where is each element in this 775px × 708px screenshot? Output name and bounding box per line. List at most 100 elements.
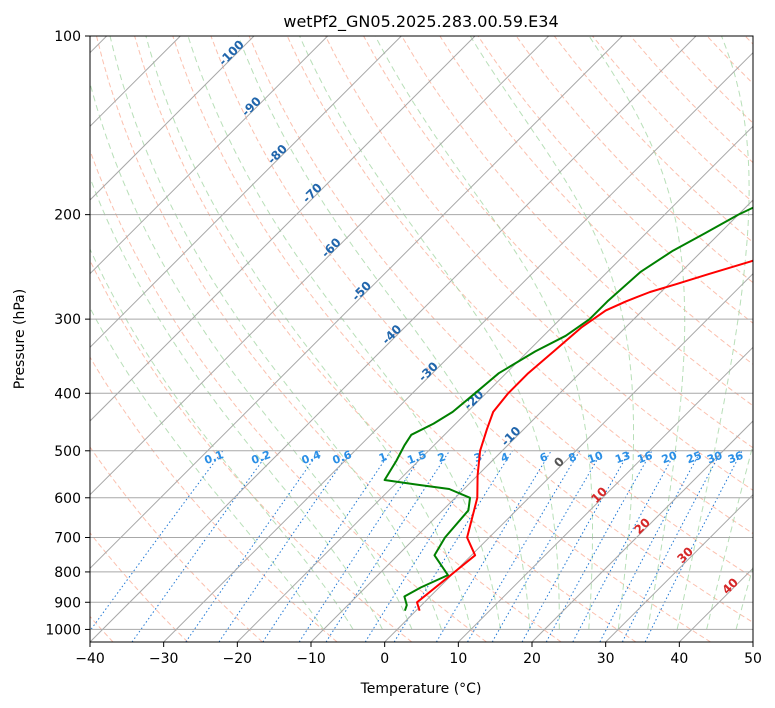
mixing-ratio-line	[262, 450, 392, 642]
isotherm-line	[90, 36, 329, 275]
moist-adiabat-line	[90, 247, 354, 630]
mixing-ratio-line	[90, 450, 224, 632]
dry-adiabat-line	[90, 532, 189, 642]
dry-adiabat-line	[248, 36, 753, 579]
dry-adiabat-line	[90, 356, 338, 642]
y-axis-label: Pressure (hPa)	[12, 289, 28, 389]
y-tick-label: 100	[54, 29, 81, 45]
mixing-ratio-label: 1	[377, 450, 389, 465]
mixing-ratio-label: 8	[567, 450, 579, 465]
y-tick-label: 200	[54, 208, 81, 224]
y-tick-label: 400	[54, 386, 81, 402]
y-tick-label: 600	[54, 491, 81, 507]
isotherm-line	[457, 346, 753, 642]
moist-adiabat-line	[706, 442, 753, 630]
mixing-ratio-line	[599, 450, 702, 642]
x-tick-label: −10	[296, 651, 326, 667]
mixing-ratio-label: 16	[636, 449, 655, 467]
dewpoint-profile-line	[383, 206, 753, 612]
dry-adiabat-line	[90, 446, 263, 642]
isotherm-line	[90, 36, 623, 570]
y-tick-label: 900	[54, 595, 81, 611]
moist-adiabat-line	[237, 36, 531, 630]
mixing-ratio-line	[325, 450, 451, 642]
x-tick-label: −40	[75, 651, 105, 667]
isotherm-line	[531, 420, 753, 642]
moist-adiabat-line	[109, 36, 442, 630]
isotherm-line	[90, 36, 550, 496]
mixing-ratio-line	[298, 450, 426, 642]
mixing-ratio-line	[131, 450, 271, 642]
dry-adiabat-line	[401, 36, 753, 407]
isotherm-line	[90, 36, 402, 349]
dry-adiabat-line	[96, 36, 562, 642]
y-tick-label: 300	[54, 312, 81, 328]
plot-frame	[89, 35, 754, 643]
x-tick-label: 30	[597, 651, 615, 667]
mixing-ratio-line	[364, 450, 487, 642]
x-tick-label: −20	[223, 651, 253, 667]
moist-adiabat-line	[187, 36, 501, 630]
isotherm-line	[90, 36, 476, 422]
mixing-ratio-label: 13	[613, 449, 632, 466]
isotherm-line	[90, 36, 255, 201]
moist-adiabat-line	[90, 81, 413, 630]
x-tick-label: 40	[670, 651, 688, 667]
y-tick-label: 800	[54, 565, 81, 581]
moist-adiabat-line	[469, 36, 635, 630]
mixing-ratio-line	[185, 450, 321, 642]
y-tick-label: 700	[54, 531, 81, 547]
moist-adiabat-line	[145, 36, 472, 630]
x-tick-label: 10	[449, 651, 467, 667]
dry-adiabat-line	[210, 36, 753, 623]
mixing-ratio-label: 25	[685, 449, 704, 466]
isotherm-line	[310, 199, 753, 642]
mixing-ratio-line	[572, 450, 677, 642]
mixing-ratio-label: 36	[726, 449, 745, 467]
mixing-ratio-label: 2	[436, 450, 448, 465]
y-tick-label: 1000	[45, 622, 81, 638]
moist-adiabat-line	[374, 36, 593, 630]
mixing-ratio-line	[218, 450, 351, 642]
mixing-ratio-line	[545, 450, 653, 642]
dry-adiabat-line	[90, 148, 487, 642]
x-tick-label: −30	[149, 651, 179, 667]
background-lines	[90, 36, 753, 642]
y-tick-label: 500	[54, 444, 81, 460]
moist-adiabat-line	[90, 306, 325, 630]
dry-adiabat-line	[324, 36, 753, 491]
isotherm-line	[605, 493, 753, 642]
x-tick-label: 20	[523, 651, 541, 667]
moist-adiabat-line	[676, 36, 750, 630]
mixing-ratio-label: 3	[472, 450, 484, 465]
x-tick-label: 50	[744, 651, 762, 667]
dry-adiabat-line	[172, 36, 711, 642]
mixing-ratio-label: 1.5	[405, 448, 428, 467]
series-layer	[383, 206, 753, 612]
x-tick-label: 0	[380, 651, 389, 667]
mixing-ratio-label: 0.1	[203, 448, 226, 467]
dry-adiabat-line	[439, 36, 753, 365]
mixing-ratio-label: 4	[499, 450, 511, 465]
grid-lines	[90, 36, 753, 642]
x-axis-label: Temperature (°C)	[360, 681, 482, 697]
mixing-ratio-line	[435, 450, 552, 642]
mixing-ratio-label: 6	[538, 450, 550, 465]
mixing-ratio-label: 30	[705, 449, 724, 467]
mixing-ratio-label: 0.6	[331, 448, 354, 467]
axes-layer: −40 −30 −20 −10 0 10 20 30 40 50 1000 900 800 700 600 5…	[45, 29, 762, 667]
isotherm-line	[384, 272, 753, 642]
mixing-ratio-label: 20	[660, 449, 679, 467]
mixing-ratio-label: 10	[586, 449, 605, 467]
moist-adiabat-line	[299, 36, 560, 630]
isotherm-line	[236, 125, 753, 642]
mixing-ratio-line	[644, 450, 743, 642]
isotherm-line	[163, 51, 753, 642]
mixing-ratio-label: 0.4	[300, 448, 323, 467]
mixing-ratio-label: 0.2	[250, 448, 273, 467]
mixing-ratio-line	[521, 450, 631, 642]
dry-adiabat-line	[515, 36, 753, 284]
temperature-profile-line	[416, 259, 753, 611]
